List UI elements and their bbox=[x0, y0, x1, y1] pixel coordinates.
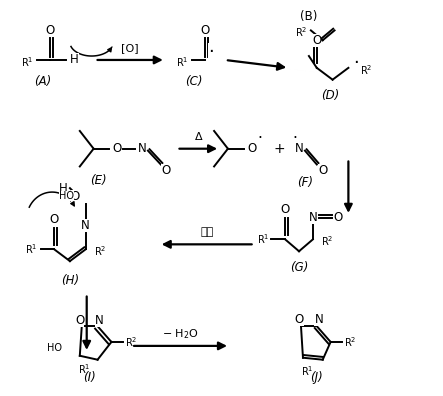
Text: N: N bbox=[295, 142, 303, 155]
Text: R$^2$: R$^2$ bbox=[321, 234, 333, 248]
Text: (C): (C) bbox=[185, 75, 202, 88]
Text: (J): (J) bbox=[311, 371, 323, 384]
Text: O: O bbox=[295, 313, 303, 326]
Text: (A): (A) bbox=[34, 75, 51, 88]
Text: H: H bbox=[59, 182, 68, 195]
Text: O: O bbox=[280, 203, 290, 216]
Text: (F): (F) bbox=[297, 176, 313, 189]
Text: 立即: 立即 bbox=[200, 228, 214, 238]
Text: O: O bbox=[318, 164, 327, 177]
Text: R$^1$: R$^1$ bbox=[301, 365, 314, 379]
Text: (E): (E) bbox=[90, 174, 107, 187]
Text: O: O bbox=[201, 24, 210, 37]
Text: (G): (G) bbox=[290, 261, 308, 274]
Text: O: O bbox=[161, 164, 171, 177]
Text: R$^1$: R$^1$ bbox=[20, 55, 33, 69]
Text: O: O bbox=[312, 34, 322, 47]
Text: N: N bbox=[82, 219, 90, 232]
Text: R$^1$: R$^1$ bbox=[24, 242, 37, 256]
Text: Δ: Δ bbox=[194, 132, 202, 142]
Text: (D): (D) bbox=[322, 89, 340, 102]
Text: N: N bbox=[315, 313, 323, 326]
Text: O: O bbox=[46, 24, 55, 37]
Text: R$^1$: R$^1$ bbox=[78, 363, 90, 377]
Text: O: O bbox=[247, 142, 256, 155]
Text: HO: HO bbox=[59, 191, 74, 201]
Text: HO: HO bbox=[47, 343, 62, 353]
Text: O: O bbox=[50, 213, 59, 226]
Text: R$^2$: R$^2$ bbox=[93, 244, 106, 258]
Text: ·: · bbox=[293, 131, 298, 147]
Text: [O]: [O] bbox=[121, 43, 139, 53]
Text: R$^2$: R$^2$ bbox=[295, 25, 307, 39]
Text: +: + bbox=[273, 142, 285, 156]
Text: (H): (H) bbox=[61, 274, 79, 287]
Text: (B): (B) bbox=[300, 10, 317, 23]
Text: N: N bbox=[308, 211, 317, 224]
Text: ·: · bbox=[257, 131, 262, 147]
Text: (I): (I) bbox=[83, 371, 96, 384]
Text: R$^1$: R$^1$ bbox=[257, 232, 269, 246]
Text: N: N bbox=[138, 142, 146, 155]
Text: ·: · bbox=[208, 43, 214, 61]
Text: R$^1$: R$^1$ bbox=[175, 55, 188, 69]
Text: H: H bbox=[70, 53, 79, 67]
Text: ·: · bbox=[354, 54, 359, 72]
Text: O: O bbox=[75, 314, 85, 327]
Text: O: O bbox=[333, 211, 342, 224]
Text: $-$ H$_2$O: $-$ H$_2$O bbox=[162, 327, 199, 341]
Text: R$^2$: R$^2$ bbox=[345, 335, 357, 349]
Text: N: N bbox=[95, 314, 104, 327]
Text: R$^2$: R$^2$ bbox=[360, 63, 373, 77]
Text: O: O bbox=[70, 190, 80, 202]
Text: O: O bbox=[113, 142, 122, 155]
Text: R$^2$: R$^2$ bbox=[125, 335, 138, 349]
